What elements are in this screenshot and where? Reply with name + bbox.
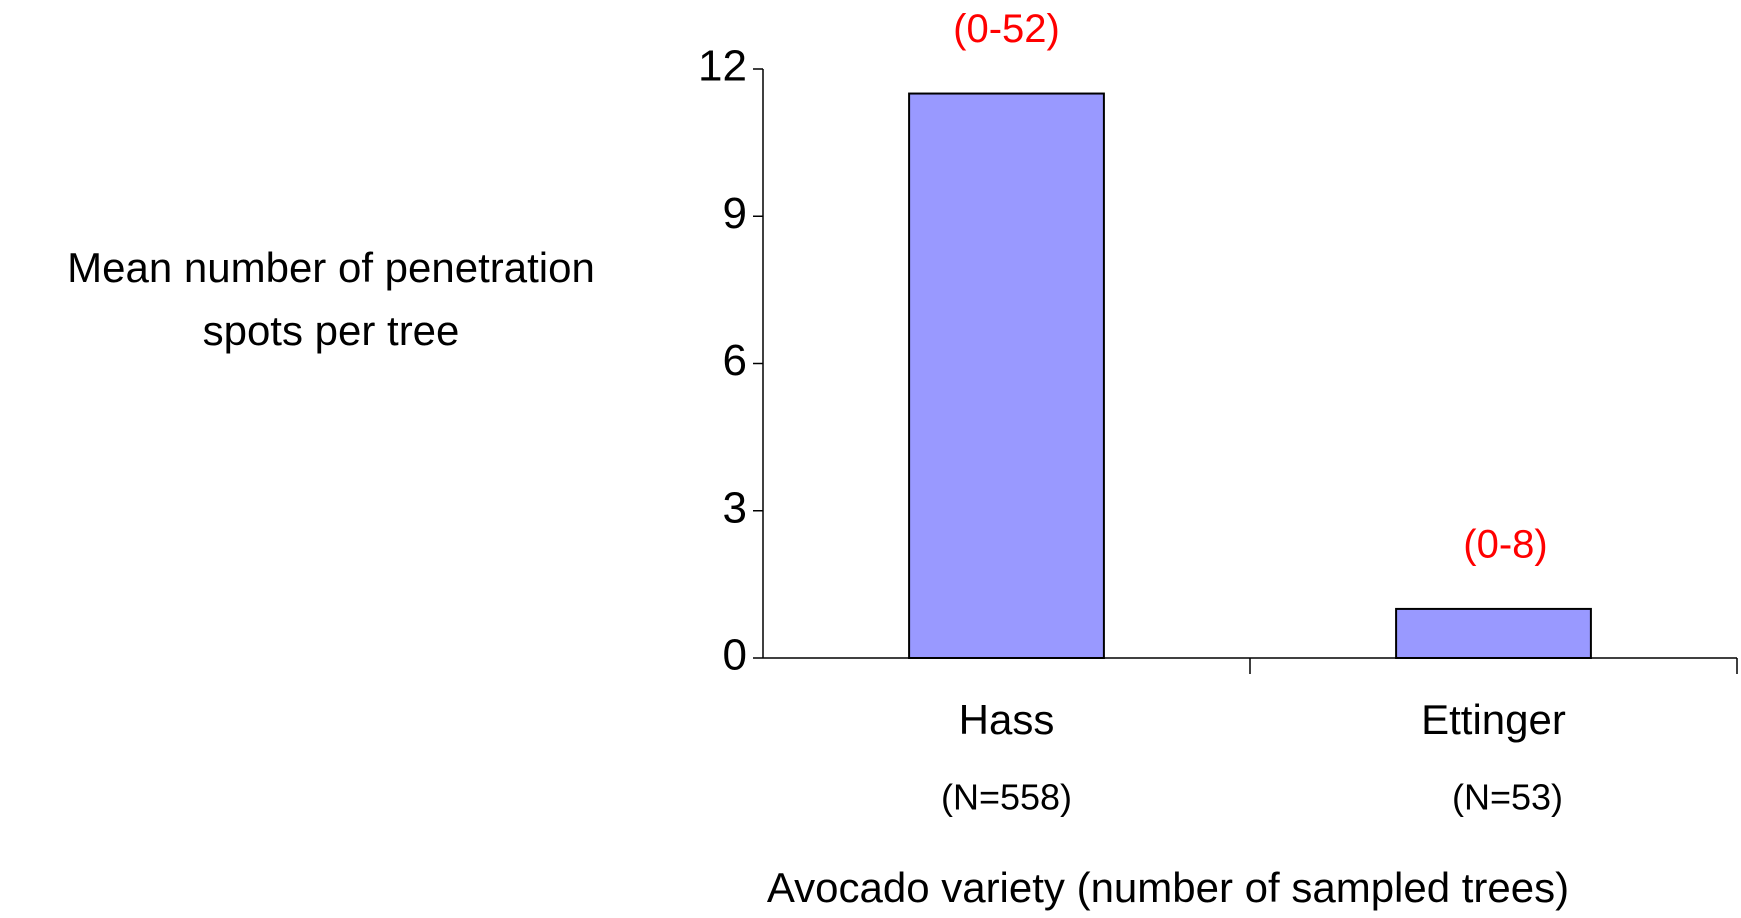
range-annotation: (0-8) — [1463, 522, 1547, 566]
y-tick-label: 3 — [723, 483, 747, 532]
sample-size-label: (N=53) — [1452, 777, 1563, 818]
y-tick-label: 9 — [723, 189, 747, 238]
bar — [908, 92, 1105, 659]
range-annotation: (0-52) — [953, 7, 1060, 51]
bar — [1395, 607, 1592, 660]
x-axis-label: Avocado variety (number of sampled trees… — [767, 864, 1569, 911]
y-axis-label: spots per tree — [203, 307, 460, 354]
x-tick-label: Hass — [959, 696, 1055, 743]
y-tick-label: 6 — [723, 336, 747, 385]
y-tick-label: 0 — [723, 631, 747, 680]
y-axis-label: Mean number of penetration — [67, 244, 595, 291]
y-tick-label: 12 — [698, 42, 747, 91]
sample-size-label: (N=558) — [941, 777, 1072, 818]
x-tick-label: Ettinger — [1421, 696, 1566, 743]
